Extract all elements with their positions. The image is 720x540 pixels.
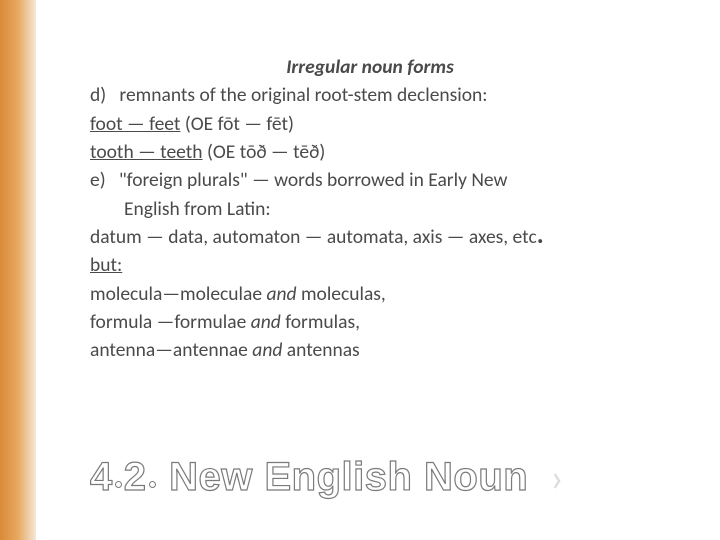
example-foot: foot — feet (OE fōt — fēt): [90, 111, 650, 137]
molecula-b: moleculas,: [297, 282, 386, 306]
example-tooth: tooth — teeth (OE tōð — tēð): [90, 139, 650, 165]
item-d: d) remnants of the original root-stem de…: [90, 82, 650, 108]
body-text: Irregular noun forms d) remnants of the …: [90, 54, 650, 365]
molecula-and: and: [266, 282, 296, 306]
big-period: .: [537, 218, 544, 250]
dot-icon: [115, 481, 122, 488]
chevron-right-icon: ›: [550, 453, 564, 502]
molecula-a: molecula—moleculae: [90, 282, 266, 306]
but-word: but:: [90, 253, 122, 277]
accent-sidebar: [0, 0, 36, 540]
item-d-text: remnants of the original root-stem decle…: [119, 83, 487, 107]
footer-rest: New English Noun: [158, 455, 529, 499]
tooth-etym: (OE tōð — tēð): [203, 140, 326, 164]
antenna-a: antenna—antennae: [90, 338, 252, 362]
formula-a: formula —formulae: [90, 310, 251, 334]
foot-pair: foot — feet: [90, 112, 180, 136]
formula-b: formulas,: [281, 310, 360, 334]
formula-and: and: [251, 310, 281, 334]
footer-num1: 4: [90, 455, 113, 499]
bullet-d: d): [90, 83, 106, 107]
example-antenna: antenna—antennae and antennas: [90, 337, 650, 363]
item-e-line1: e) "foreign plurals" — words borrowed in…: [90, 167, 650, 193]
latin-list: datum — data, automaton — automata, axis…: [90, 225, 537, 249]
footer-num2: 2: [124, 455, 147, 499]
item-e-text1: "foreign plurals" — words borrowed in Ea…: [119, 168, 508, 192]
antenna-b: antennas: [282, 338, 359, 362]
item-e-line2: English from Latin:: [90, 196, 650, 222]
bullet-e: e): [90, 168, 106, 192]
example-molecula: molecula—moleculae and moleculas,: [90, 281, 650, 307]
example-formula: formula —formulae and formulas,: [90, 309, 650, 335]
foot-etym: (OE fōt — fēt): [180, 112, 294, 136]
example-latin: datum — data, automaton — automata, axis…: [90, 224, 650, 250]
antenna-and: and: [252, 338, 282, 362]
slide-footer: 42 New English Noun ›: [90, 453, 680, 502]
tooth-pair: tooth — teeth: [90, 140, 203, 164]
but-line: but:: [90, 252, 650, 278]
section-number-title: 42 New English Noun: [90, 455, 528, 500]
slide-title: Irregular noun forms: [90, 54, 650, 80]
dot-icon: [149, 481, 156, 488]
